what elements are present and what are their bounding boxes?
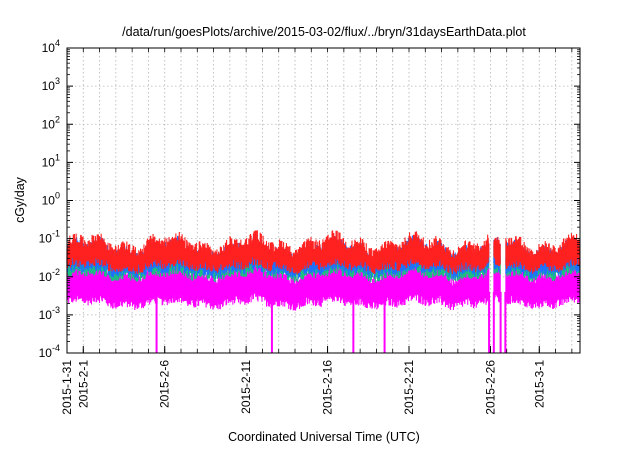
x-tick-label: 2015-3-1: [532, 360, 546, 408]
chart-title: /data/run/goesPlots/archive/2015-03-02/f…: [122, 25, 526, 39]
x-tick-label: 2015-2-11: [239, 360, 253, 414]
x-tick-label: 2015-2-1: [76, 360, 90, 408]
x-axis-label: Coordinated Universal Time (UTC): [228, 430, 420, 444]
y-tick-label: 104: [42, 38, 60, 55]
x-axis: 2015-1-31 2015-2-1 2015-2-6 2015-2-11 2015-2…: [60, 48, 573, 415]
x-tick-label: 2015-1-31: [60, 360, 74, 415]
x-tick-label: 2015-2-26: [483, 360, 497, 415]
y-tick-exponent: 1: [55, 152, 60, 162]
y-tick-exponent: -2: [52, 267, 60, 277]
y-tick-label: 102: [42, 114, 60, 131]
y-tick-exponent: -4: [52, 343, 60, 353]
y-tick-exponent: 4: [55, 38, 60, 48]
x-tick-label: 2015-2-16: [321, 360, 335, 415]
y-tick-exponent: -1: [52, 229, 60, 239]
y-tick-exponent: 3: [55, 76, 60, 86]
y-tick-label: 100: [42, 191, 60, 208]
y-tick-exponent: 2: [55, 114, 60, 124]
grid: [66, 48, 580, 353]
y-axis-label: cGy/day: [13, 176, 27, 223]
x-tick-label: 2015-2-6: [158, 360, 172, 408]
y-tick-label: 10-2: [39, 267, 60, 284]
y-tick-label: 10-4: [39, 343, 60, 360]
y-tick-label: 10-3: [39, 305, 60, 322]
y-tick-label: 103: [42, 76, 60, 93]
y-tick-label: 10-1: [39, 229, 60, 246]
y-tick-exponent: -3: [52, 305, 60, 315]
y-tick-exponent: 0: [55, 191, 60, 201]
y-tick-label: 101: [42, 152, 60, 169]
x-tick-label: 2015-2-21: [402, 360, 416, 415]
plot-series: [66, 230, 580, 353]
